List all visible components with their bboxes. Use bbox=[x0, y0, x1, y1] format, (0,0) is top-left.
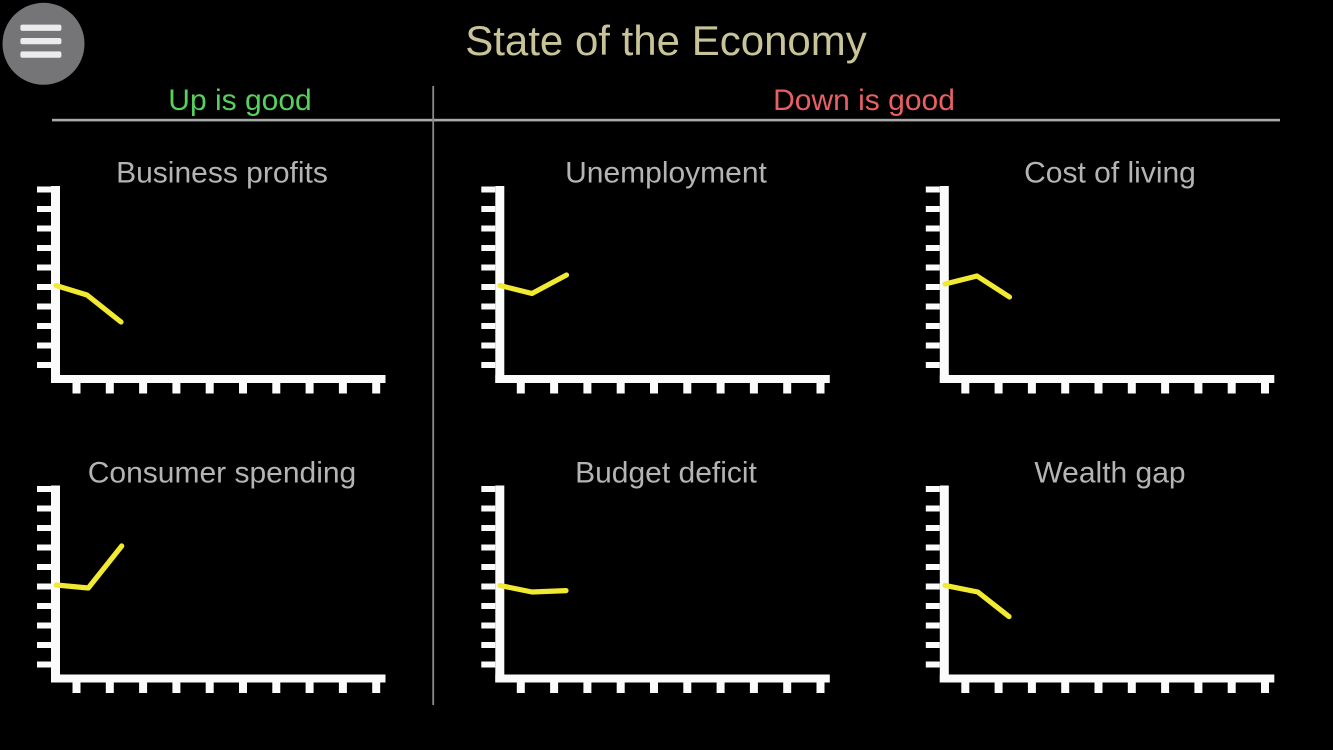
svg-text:Consumer spending: Consumer spending bbox=[88, 457, 357, 490]
svg-text:State of the Economy: State of the Economy bbox=[465, 17, 867, 64]
svg-text:Unemployment: Unemployment bbox=[565, 157, 767, 190]
svg-text:Down is good: Down is good bbox=[773, 84, 955, 117]
svg-text:Budget deficit: Budget deficit bbox=[575, 457, 757, 490]
svg-text:Business profits: Business profits bbox=[116, 157, 328, 190]
svg-text:Up is good: Up is good bbox=[168, 84, 311, 117]
svg-text:Wealth gap: Wealth gap bbox=[1034, 457, 1185, 490]
svg-text:Cost of living: Cost of living bbox=[1024, 157, 1196, 190]
